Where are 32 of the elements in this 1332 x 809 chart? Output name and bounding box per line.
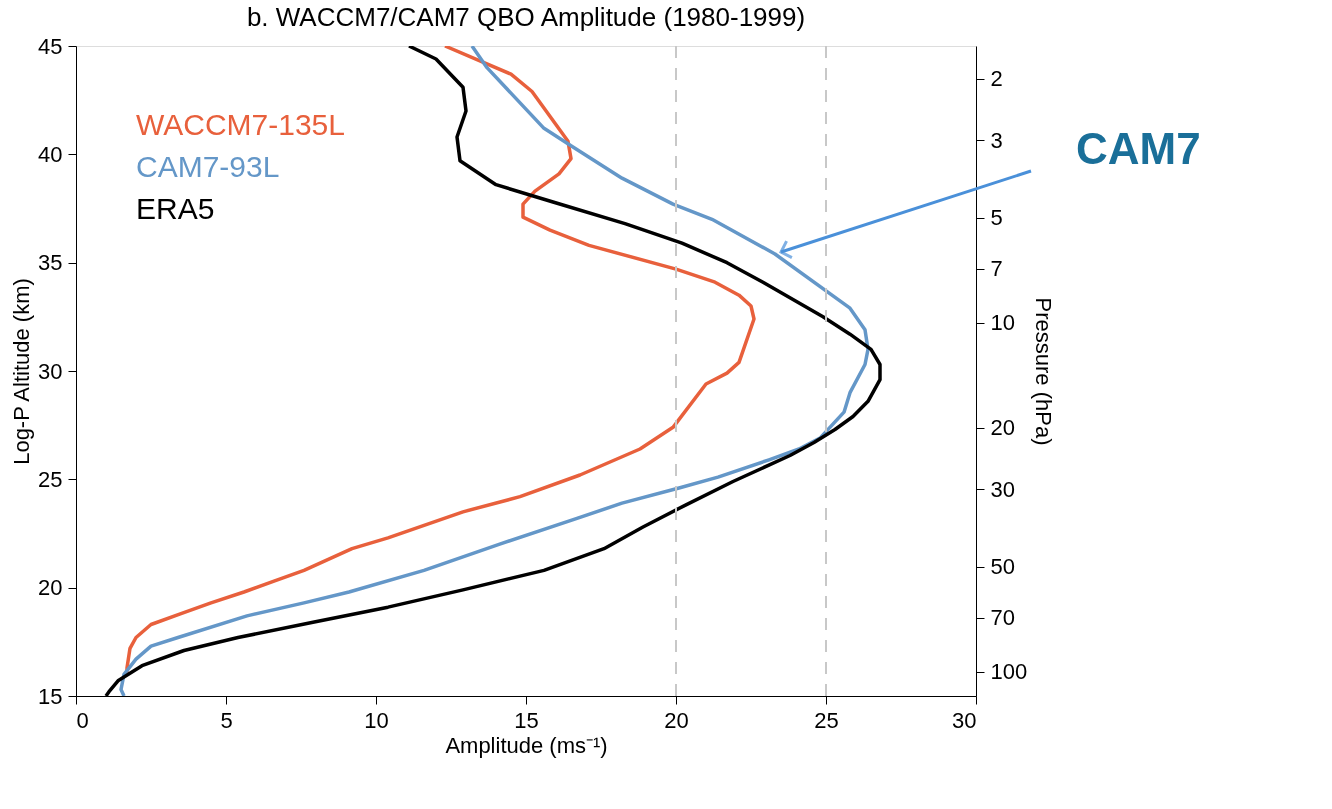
y-tick-label: 20 <box>38 575 63 601</box>
x-tick-label: 20 <box>664 707 689 733</box>
y2-axis-title: Pressure (hPa) <box>1031 297 1057 446</box>
y-tick-label: 15 <box>38 683 63 709</box>
x-tick-label: 5 <box>220 707 233 733</box>
y-tick-label: 25 <box>38 466 63 492</box>
chart-title: b. WACCM7/CAM7 QBO Amplitude (1980-1999) <box>246 2 806 32</box>
y2-tick-label: 2 <box>990 66 1003 92</box>
y2-tick-label: 10 <box>990 310 1015 336</box>
text: CAM7-93L <box>136 150 280 183</box>
annotation: CAM7 <box>1076 124 1201 173</box>
y2-tick-label: 7 <box>990 256 1003 282</box>
y-tick-label: 45 <box>38 33 63 59</box>
y-tick-label: 35 <box>38 250 63 276</box>
y-tick-label: 40 <box>38 141 63 167</box>
text: WACCM7-135L <box>136 108 345 141</box>
y2-tick-label: 70 <box>990 605 1015 631</box>
x-axis-title: Amplitude (ms⁻¹) <box>445 732 608 758</box>
y2-tick-label: 20 <box>990 415 1015 441</box>
x-tick-label: 30 <box>952 707 977 733</box>
y2-tick-label: 100 <box>990 659 1028 685</box>
text: ERA5 <box>136 192 215 225</box>
x-tick-label: 0 <box>76 707 89 733</box>
x-tick-label: 15 <box>514 707 539 733</box>
y2-tick-label: 50 <box>990 554 1015 580</box>
y2-tick-label: 3 <box>990 127 1003 153</box>
y-axis-title: Log-P Altitude (km) <box>9 278 35 465</box>
x-tick-label: 10 <box>364 707 389 733</box>
y2-tick-label: 30 <box>990 476 1015 502</box>
y2-tick-label: 5 <box>990 205 1003 231</box>
x-tick-label: 25 <box>814 707 839 733</box>
y-tick-label: 30 <box>38 358 63 384</box>
